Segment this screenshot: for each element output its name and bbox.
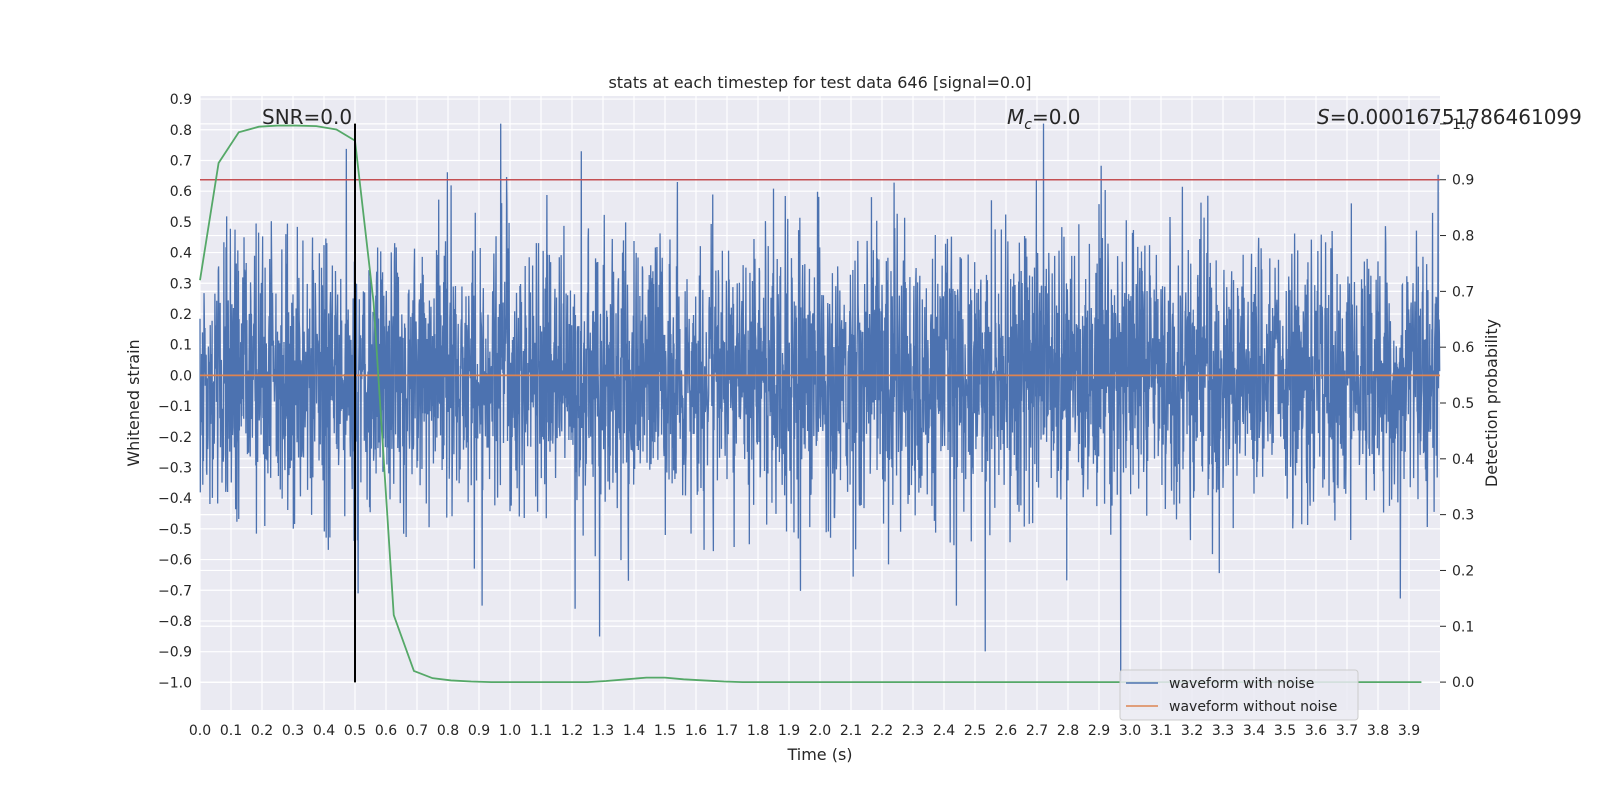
y-tick-label: 0.2 [170, 307, 192, 323]
y-tick-label: −0.1 [158, 399, 192, 415]
y-tick-label: 0.4 [170, 246, 192, 262]
x-tick-label: 1.4 [623, 723, 645, 739]
s-value: =0.00016751786461099 [1330, 105, 1582, 129]
y-tick-label: −0.7 [158, 583, 192, 599]
y2-tick-label: 0.7 [1452, 284, 1474, 300]
x-tick-label: 2.8 [1057, 723, 1079, 739]
y-tick-label: −1.0 [158, 675, 192, 691]
y-tick-label: 0.5 [170, 215, 192, 231]
x-tick-label: 0.8 [437, 723, 459, 739]
x-tick-label: 3.5 [1274, 723, 1296, 739]
y-tick-label: 0.6 [170, 184, 192, 200]
legend-label-clean: waveform without noise [1169, 699, 1337, 715]
y-tick-label: −0.5 [158, 522, 192, 538]
x-tick-label: 3.8 [1367, 723, 1389, 739]
y-tick-label: −0.2 [158, 430, 192, 446]
x-tick-label: 3.9 [1398, 723, 1420, 739]
mc-annotation: Mc=0.0 [1007, 105, 1081, 133]
x-tick-label: 0.1 [220, 723, 242, 739]
x-tick-label: 0.2 [251, 723, 273, 739]
y-tick-label: 0.7 [170, 153, 192, 169]
s-annotation: S=0.00016751786461099 [1317, 105, 1582, 129]
s-symbol: S [1317, 105, 1330, 129]
y-tick-label: −0.8 [158, 614, 192, 630]
x-tick-label: 0.7 [406, 723, 428, 739]
x-tick-label: 2.9 [1088, 723, 1110, 739]
x-tick-label: 0.6 [375, 723, 397, 739]
y-tick-label: −0.9 [158, 645, 192, 661]
x-tick-label: 1.6 [685, 723, 707, 739]
snr-annotation: SNR=0.0 [262, 105, 352, 129]
x-tick-label: 2.2 [871, 723, 893, 739]
y2-tick-label: 0.3 [1452, 508, 1474, 524]
y-tick-label: 0.3 [170, 276, 192, 292]
mc-value: =0.0 [1032, 105, 1081, 129]
x-tick-label: 1.3 [592, 723, 614, 739]
x-tick-label: 0.5 [344, 723, 366, 739]
legend-box [1119, 669, 1359, 721]
x-tick-label: 1.1 [530, 723, 552, 739]
x-tick-label: 3.1 [1150, 723, 1172, 739]
ticks: 0.0 0.1 0.2 0.3 0.4 0.5 0.6 0.7 0.8 0.9 1.0 1.1 1.2 1… [158, 92, 1474, 739]
x-tick-label: 2.6 [995, 723, 1017, 739]
x-tick-label: 1.8 [747, 723, 769, 739]
x-tick-label: 3.7 [1336, 723, 1358, 739]
x-tick-label: 2.7 [1026, 723, 1048, 739]
x-tick-label: 1.0 [499, 723, 521, 739]
x-tick-label: 1.9 [778, 723, 800, 739]
y-tick-label: 0.1 [170, 338, 192, 354]
x-tick-label: 2.5 [964, 723, 986, 739]
x-tick-label: 2.1 [840, 723, 862, 739]
x-tick-label: 1.2 [561, 723, 583, 739]
mc-symbol: M [1007, 105, 1024, 129]
x-tick-label: 3.4 [1243, 723, 1265, 739]
x-tick-label: 2.3 [902, 723, 924, 739]
x-tick-label: 1.5 [654, 723, 676, 739]
y-tick-label: −0.3 [158, 460, 192, 476]
x-tick-label: 3.0 [1119, 723, 1141, 739]
x-tick-label: 3.3 [1212, 723, 1234, 739]
x-tick-label: 2.0 [809, 723, 831, 739]
y2-tick-label: 1.0 [1452, 117, 1474, 133]
legend: waveform with noise waveform without noi… [1119, 669, 1359, 721]
series-layer [199, 123, 1441, 683]
series-waveform-with-noise [199, 123, 1441, 683]
series-detection-probability [199, 124, 1422, 683]
mc-subscript: c [1024, 117, 1032, 133]
legend-label-noise: waveform with noise [1169, 676, 1314, 692]
y2-tick-label: 0.8 [1452, 229, 1474, 245]
y2-axis-label: Detection probability [1482, 319, 1501, 487]
chart-title: stats at each timestep for test data 646… [608, 73, 1031, 92]
y-tick-label: 0.8 [170, 123, 192, 139]
x-axis-label: Time (s) [786, 745, 852, 764]
x-tick-label: 0.0 [189, 723, 211, 739]
y2-tick-label: 0.4 [1452, 452, 1474, 468]
y-axis-label: Whitened strain [124, 339, 143, 466]
x-tick-label: 0.4 [313, 723, 335, 739]
y-tick-label: 0.0 [170, 368, 192, 384]
x-tick-label: 2.4 [933, 723, 955, 739]
x-tick-label: 1.7 [716, 723, 738, 739]
x-tick-label: 3.2 [1181, 723, 1203, 739]
y2-tick-label: 0.6 [1452, 340, 1474, 356]
y2-tick-label: 0.9 [1452, 173, 1474, 189]
y2-tick-label: 0.2 [1452, 563, 1474, 579]
x-tick-label: 0.9 [468, 723, 490, 739]
x-tick-label: 0.3 [282, 723, 304, 739]
x-tick-label: 3.6 [1305, 723, 1327, 739]
y-tick-label: −0.6 [158, 553, 192, 569]
y2-tick-label: 0.0 [1452, 675, 1474, 691]
y-tick-label: 0.9 [170, 92, 192, 108]
y2-tick-label: 0.1 [1452, 619, 1474, 635]
y-tick-label: −0.4 [158, 491, 192, 507]
y2-tick-label: 0.5 [1452, 396, 1474, 412]
